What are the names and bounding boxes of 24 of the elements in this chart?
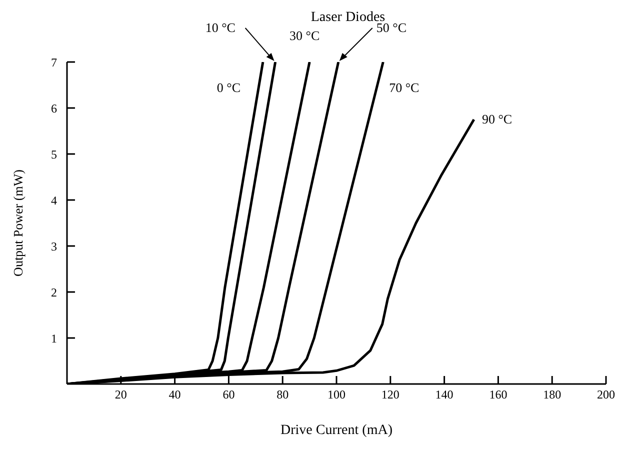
y-tick-label: 7 (51, 55, 57, 70)
x-tick-label: 60 (222, 388, 235, 402)
y-tick-label: 4 (51, 193, 57, 208)
x-tick-label: 100 (328, 388, 346, 402)
x-tick-label: 180 (543, 388, 562, 402)
x-tick-label: 120 (381, 388, 400, 402)
y-axis-title: Output Power (mW) (10, 170, 26, 276)
series-label: 90 °C (482, 112, 512, 126)
y-tick-label: 2 (51, 285, 57, 300)
x-tick-label: 80 (276, 388, 289, 402)
y-tick-label: 3 (51, 239, 57, 254)
text: 10 °C (205, 20, 236, 35)
y-tick-label: 6 (51, 101, 57, 116)
series-label: 30 °C (290, 28, 320, 43)
series-label: 70 °C (389, 80, 420, 95)
x-tick-label: 160 (489, 388, 508, 402)
x-axis-title: Drive Current (mA) (280, 423, 393, 438)
x-tick-label: 20 (114, 388, 127, 402)
y-tick-label: 1 (51, 331, 57, 346)
x-tick-label: 140 (435, 388, 454, 402)
x-tick-label: 200 (597, 388, 615, 402)
x-tick-label: 40 (168, 388, 181, 402)
series-label: 0 °C (216, 80, 241, 95)
y-tick-label: 5 (51, 147, 57, 162)
